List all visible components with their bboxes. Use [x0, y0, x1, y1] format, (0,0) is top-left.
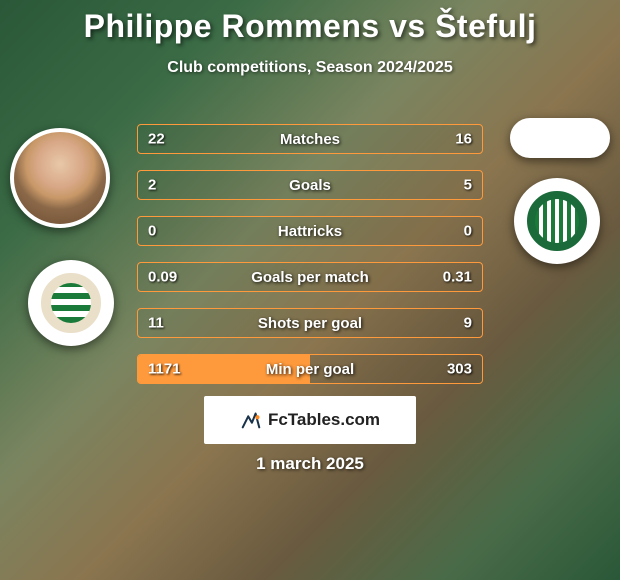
stat-value-left: 11: [148, 315, 164, 332]
stat-label: Matches: [280, 131, 340, 148]
stat-label: Goals per match: [251, 269, 369, 286]
fctables-logo-icon: [240, 409, 262, 431]
stat-value-left: 1171: [148, 361, 181, 378]
brand-badge[interactable]: FcTables.com: [204, 396, 416, 444]
player1-name: Philippe Rommens: [84, 8, 380, 44]
subtitle: Club competitions, Season 2024/2025: [0, 59, 620, 77]
vs-text: vs: [389, 8, 426, 44]
stat-value-right: 0: [464, 223, 472, 240]
stat-value-right: 16: [455, 131, 472, 148]
stat-label: Shots per goal: [258, 315, 362, 332]
stat-label: Min per goal: [266, 361, 354, 378]
stat-value-left: 0.09: [148, 269, 177, 286]
stat-value-left: 22: [148, 131, 165, 148]
crest-stripes-icon: [527, 191, 587, 251]
stat-label: Hattricks: [278, 223, 342, 240]
player1-club-crest: [28, 260, 114, 346]
stat-value-right: 0.31: [443, 269, 472, 286]
crest-stripes-icon: [41, 273, 101, 333]
stat-value-right: 9: [464, 315, 472, 332]
stat-value-right: 303: [447, 361, 472, 378]
stat-value-right: 5: [464, 177, 472, 194]
stats-panel: 22 16 Matches 2 5 Goals 0 0 Hattricks 0.09 0.31 Goa…: [137, 124, 483, 400]
stat-row: 22 16 Matches: [137, 124, 483, 154]
stat-value-left: 0: [148, 223, 156, 240]
comparison-card: Philippe Rommens vs Štefulj Club competi…: [0, 0, 620, 580]
player2-club-crest: [514, 178, 600, 264]
date-text: 1 march 2025: [0, 454, 620, 474]
stat-row: 2 5 Goals: [137, 170, 483, 200]
stat-row: 0 0 Hattricks: [137, 216, 483, 246]
stat-value-left: 2: [148, 177, 156, 194]
page-title: Philippe Rommens vs Štefulj: [0, 0, 620, 45]
player2-avatar: [510, 118, 610, 158]
stat-row: 1171 303 Min per goal: [137, 354, 483, 384]
player2-name: Štefulj: [435, 8, 536, 44]
stat-row: 11 9 Shots per goal: [137, 308, 483, 338]
player1-avatar: [10, 128, 110, 228]
stat-label: Goals: [289, 177, 331, 194]
brand-text: FcTables.com: [268, 410, 380, 430]
stat-row: 0.09 0.31 Goals per match: [137, 262, 483, 292]
